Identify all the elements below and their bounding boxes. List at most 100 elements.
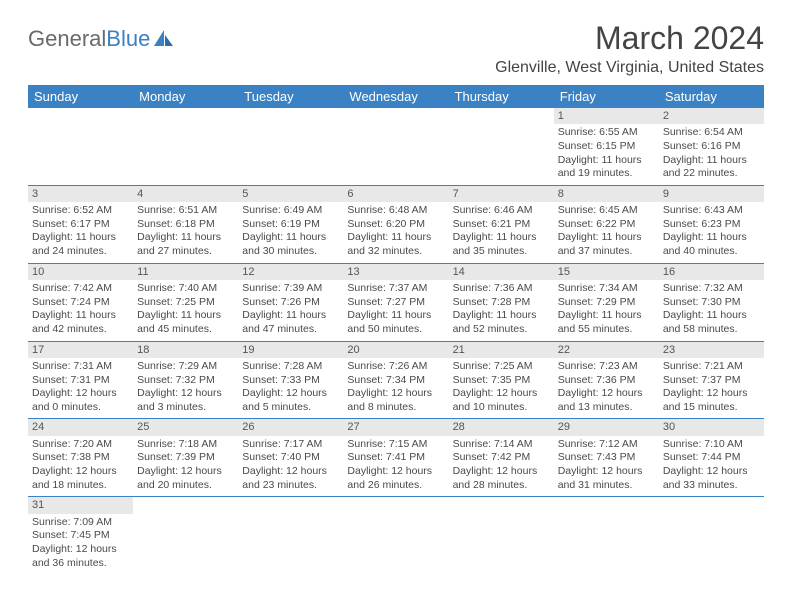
- daylight-line: Daylight: 12 hours and 18 minutes.: [32, 465, 129, 492]
- calendar-cell: 21Sunrise: 7:25 AMSunset: 7:35 PMDayligh…: [449, 341, 554, 419]
- day-content: Sunrise: 7:21 AMSunset: 7:37 PMDaylight:…: [659, 358, 764, 419]
- sunset-line: Sunset: 7:25 PM: [137, 296, 234, 310]
- sunset-line: Sunset: 7:34 PM: [347, 374, 444, 388]
- daylight-line: Daylight: 12 hours and 26 minutes.: [347, 465, 444, 492]
- calendar-cell: 22Sunrise: 7:23 AMSunset: 7:36 PMDayligh…: [554, 341, 659, 419]
- sunrise-line: Sunrise: 7:12 AM: [558, 438, 655, 452]
- day-content: Sunrise: 6:51 AMSunset: 6:18 PMDaylight:…: [133, 202, 238, 263]
- sunrise-line: Sunrise: 6:51 AM: [137, 204, 234, 218]
- day-content: Sunrise: 7:28 AMSunset: 7:33 PMDaylight:…: [238, 358, 343, 419]
- logo-text-2: Blue: [106, 26, 150, 52]
- day-content: Sunrise: 6:45 AMSunset: 6:22 PMDaylight:…: [554, 202, 659, 263]
- calendar-cell: 29Sunrise: 7:12 AMSunset: 7:43 PMDayligh…: [554, 419, 659, 497]
- sunrise-line: Sunrise: 7:25 AM: [453, 360, 550, 374]
- daylight-line: Daylight: 11 hours and 40 minutes.: [663, 231, 760, 258]
- calendar-cell: 24Sunrise: 7:20 AMSunset: 7:38 PMDayligh…: [28, 419, 133, 497]
- daylight-line: Daylight: 11 hours and 32 minutes.: [347, 231, 444, 258]
- day-number: 28: [449, 419, 554, 435]
- calendar-cell: 6Sunrise: 6:48 AMSunset: 6:20 PMDaylight…: [343, 185, 448, 263]
- sunset-line: Sunset: 6:22 PM: [558, 218, 655, 232]
- day-number: 8: [554, 186, 659, 202]
- day-number: 21: [449, 342, 554, 358]
- daylight-line: Daylight: 12 hours and 23 minutes.: [242, 465, 339, 492]
- sunrise-line: Sunrise: 7:26 AM: [347, 360, 444, 374]
- sunset-line: Sunset: 7:29 PM: [558, 296, 655, 310]
- sunset-line: Sunset: 7:27 PM: [347, 296, 444, 310]
- daylight-line: Daylight: 11 hours and 58 minutes.: [663, 309, 760, 336]
- sunrise-line: Sunrise: 6:46 AM: [453, 204, 550, 218]
- day-number: 4: [133, 186, 238, 202]
- sunset-line: Sunset: 7:36 PM: [558, 374, 655, 388]
- calendar-cell: [343, 497, 448, 574]
- daylight-line: Daylight: 11 hours and 55 minutes.: [558, 309, 655, 336]
- calendar-cell: [238, 497, 343, 574]
- day-header: Saturday: [659, 85, 764, 108]
- day-number: 23: [659, 342, 764, 358]
- day-content: Sunrise: 7:36 AMSunset: 7:28 PMDaylight:…: [449, 280, 554, 341]
- calendar-cell: 28Sunrise: 7:14 AMSunset: 7:42 PMDayligh…: [449, 419, 554, 497]
- sunrise-line: Sunrise: 7:40 AM: [137, 282, 234, 296]
- day-number: 24: [28, 419, 133, 435]
- sunrise-line: Sunrise: 7:17 AM: [242, 438, 339, 452]
- daylight-line: Daylight: 11 hours and 35 minutes.: [453, 231, 550, 258]
- day-content: Sunrise: 6:49 AMSunset: 6:19 PMDaylight:…: [238, 202, 343, 263]
- daylight-line: Daylight: 11 hours and 30 minutes.: [242, 231, 339, 258]
- sunrise-line: Sunrise: 6:49 AM: [242, 204, 339, 218]
- calendar-cell: 9Sunrise: 6:43 AMSunset: 6:23 PMDaylight…: [659, 185, 764, 263]
- sunset-line: Sunset: 7:28 PM: [453, 296, 550, 310]
- day-content: Sunrise: 7:17 AMSunset: 7:40 PMDaylight:…: [238, 436, 343, 497]
- daylight-line: Daylight: 11 hours and 27 minutes.: [137, 231, 234, 258]
- calendar-cell: 13Sunrise: 7:37 AMSunset: 7:27 PMDayligh…: [343, 263, 448, 341]
- daylight-line: Daylight: 12 hours and 33 minutes.: [663, 465, 760, 492]
- day-content: Sunrise: 7:29 AMSunset: 7:32 PMDaylight:…: [133, 358, 238, 419]
- page-title: March 2024: [595, 20, 764, 57]
- day-number: 27: [343, 419, 448, 435]
- calendar-cell: 16Sunrise: 7:32 AMSunset: 7:30 PMDayligh…: [659, 263, 764, 341]
- daylight-line: Daylight: 12 hours and 28 minutes.: [453, 465, 550, 492]
- sunset-line: Sunset: 6:19 PM: [242, 218, 339, 232]
- sunset-line: Sunset: 7:26 PM: [242, 296, 339, 310]
- sunrise-line: Sunrise: 7:29 AM: [137, 360, 234, 374]
- day-header: Wednesday: [343, 85, 448, 108]
- day-number: 9: [659, 186, 764, 202]
- daylight-line: Daylight: 12 hours and 36 minutes.: [32, 543, 129, 570]
- calendar-cell: 25Sunrise: 7:18 AMSunset: 7:39 PMDayligh…: [133, 419, 238, 497]
- calendar-cell: 14Sunrise: 7:36 AMSunset: 7:28 PMDayligh…: [449, 263, 554, 341]
- sunset-line: Sunset: 7:37 PM: [663, 374, 760, 388]
- day-content: Sunrise: 7:09 AMSunset: 7:45 PMDaylight:…: [28, 514, 133, 575]
- sunset-line: Sunset: 7:43 PM: [558, 451, 655, 465]
- calendar-cell: 1Sunrise: 6:55 AMSunset: 6:15 PMDaylight…: [554, 108, 659, 185]
- sunset-line: Sunset: 7:24 PM: [32, 296, 129, 310]
- calendar-cell: 27Sunrise: 7:15 AMSunset: 7:41 PMDayligh…: [343, 419, 448, 497]
- sunset-line: Sunset: 6:17 PM: [32, 218, 129, 232]
- day-header: Friday: [554, 85, 659, 108]
- sunrise-line: Sunrise: 7:20 AM: [32, 438, 129, 452]
- sunrise-line: Sunrise: 6:54 AM: [663, 126, 760, 140]
- calendar-cell: [133, 108, 238, 185]
- day-number: 18: [133, 342, 238, 358]
- day-number: 10: [28, 264, 133, 280]
- daylight-line: Daylight: 12 hours and 3 minutes.: [137, 387, 234, 414]
- day-number: 17: [28, 342, 133, 358]
- calendar-cell: 18Sunrise: 7:29 AMSunset: 7:32 PMDayligh…: [133, 341, 238, 419]
- day-content: Sunrise: 7:42 AMSunset: 7:24 PMDaylight:…: [28, 280, 133, 341]
- sunrise-line: Sunrise: 6:45 AM: [558, 204, 655, 218]
- sunset-line: Sunset: 7:31 PM: [32, 374, 129, 388]
- calendar-cell: 19Sunrise: 7:28 AMSunset: 7:33 PMDayligh…: [238, 341, 343, 419]
- sunset-line: Sunset: 7:35 PM: [453, 374, 550, 388]
- day-number: 7: [449, 186, 554, 202]
- day-content: Sunrise: 7:12 AMSunset: 7:43 PMDaylight:…: [554, 436, 659, 497]
- sunrise-line: Sunrise: 6:52 AM: [32, 204, 129, 218]
- sunrise-line: Sunrise: 7:37 AM: [347, 282, 444, 296]
- sunrise-line: Sunrise: 7:34 AM: [558, 282, 655, 296]
- sunset-line: Sunset: 7:40 PM: [242, 451, 339, 465]
- day-content: Sunrise: 7:32 AMSunset: 7:30 PMDaylight:…: [659, 280, 764, 341]
- sunset-line: Sunset: 6:23 PM: [663, 218, 760, 232]
- calendar-cell: [343, 108, 448, 185]
- sunrise-line: Sunrise: 6:55 AM: [558, 126, 655, 140]
- calendar-cell: 4Sunrise: 6:51 AMSunset: 6:18 PMDaylight…: [133, 185, 238, 263]
- day-content: Sunrise: 7:31 AMSunset: 7:31 PMDaylight:…: [28, 358, 133, 419]
- daylight-line: Daylight: 11 hours and 42 minutes.: [32, 309, 129, 336]
- sunset-line: Sunset: 6:18 PM: [137, 218, 234, 232]
- day-content: Sunrise: 6:48 AMSunset: 6:20 PMDaylight:…: [343, 202, 448, 263]
